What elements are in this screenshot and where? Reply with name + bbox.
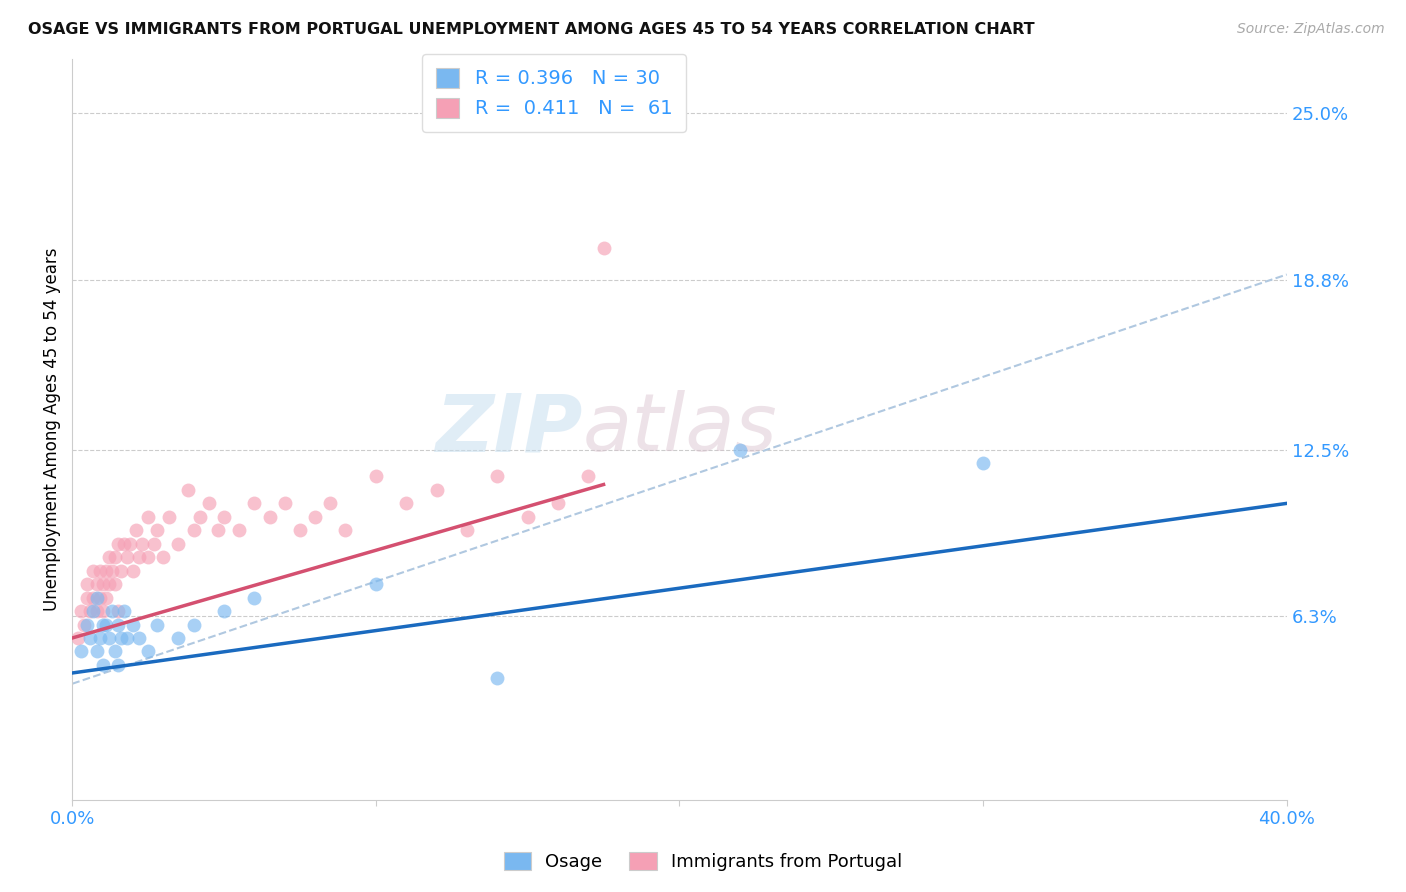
Point [304,509,326,524]
Point [152,550,174,565]
Text: atlas: atlas [582,391,778,468]
Point [73,617,96,632]
Point [198,496,221,510]
Point [228,524,250,538]
Point [112,537,135,551]
Point [104,550,127,565]
Point [486,672,509,686]
Point [86,577,108,591]
Point [212,604,235,618]
Point [76,577,98,591]
Point [70,644,93,658]
Point [136,550,159,565]
Point [122,564,145,578]
Point [576,469,599,483]
Point [76,591,98,605]
Point [104,644,127,658]
Point [146,524,169,538]
Point [728,442,751,457]
Point [91,657,114,672]
Point [136,509,159,524]
Point [97,550,120,565]
Point [426,483,449,497]
Point [107,537,129,551]
Point [76,617,98,632]
Point [143,537,166,551]
Point [183,524,205,538]
Point [89,591,111,605]
Point [183,617,205,632]
Point [115,550,138,565]
Point [110,564,132,578]
Point [188,509,211,524]
Point [516,509,538,524]
Point [107,617,129,632]
Point [91,617,114,632]
Point [364,469,387,483]
Point [364,577,387,591]
Point [89,564,111,578]
Point [89,631,111,645]
Point [82,604,104,618]
Point [128,550,150,565]
Point [82,564,104,578]
Point [319,496,342,510]
Point [86,644,108,658]
Point [335,524,357,538]
Point [79,631,101,645]
Point [107,657,129,672]
Text: OSAGE VS IMMIGRANTS FROM PORTUGAL UNEMPLOYMENT AMONG AGES 45 TO 54 YEARS CORRELA: OSAGE VS IMMIGRANTS FROM PORTUGAL UNEMPL… [28,22,1035,37]
Point [70,604,93,618]
Point [125,524,148,538]
Point [592,241,614,255]
Point [176,483,198,497]
Point [86,591,108,605]
Point [456,524,478,538]
Point [207,524,229,538]
Point [91,604,114,618]
Point [100,604,122,618]
Point [118,537,141,551]
Point [91,577,114,591]
Point [100,564,122,578]
Point [112,604,135,618]
Point [107,604,129,618]
Point [128,631,150,645]
Point [167,631,190,645]
Point [243,591,266,605]
Point [395,496,418,510]
Legend: R = 0.396   N = 30, R =  0.411   N =  61: R = 0.396 N = 30, R = 0.411 N = 61 [422,54,686,132]
Point [94,564,117,578]
Point [79,604,101,618]
Point [97,577,120,591]
Point [97,631,120,645]
Point [136,644,159,658]
Point [94,617,117,632]
Point [288,524,311,538]
Text: ZIP: ZIP [434,391,582,468]
Legend: Osage, Immigrants from Portugal: Osage, Immigrants from Portugal [496,845,910,879]
Point [212,509,235,524]
Point [157,509,180,524]
Point [486,469,509,483]
Point [122,617,145,632]
Point [274,496,297,510]
Point [104,577,127,591]
Point [94,591,117,605]
Point [86,604,108,618]
Point [146,617,169,632]
Y-axis label: Unemployment Among Ages 45 to 54 years: Unemployment Among Ages 45 to 54 years [44,248,60,611]
Point [259,509,281,524]
Point [110,631,132,645]
Point [547,496,569,510]
Point [972,456,994,470]
Text: Source: ZipAtlas.com: Source: ZipAtlas.com [1237,22,1385,37]
Point [82,591,104,605]
Point [243,496,266,510]
Point [131,537,153,551]
Point [67,631,90,645]
Point [115,631,138,645]
Point [167,537,190,551]
